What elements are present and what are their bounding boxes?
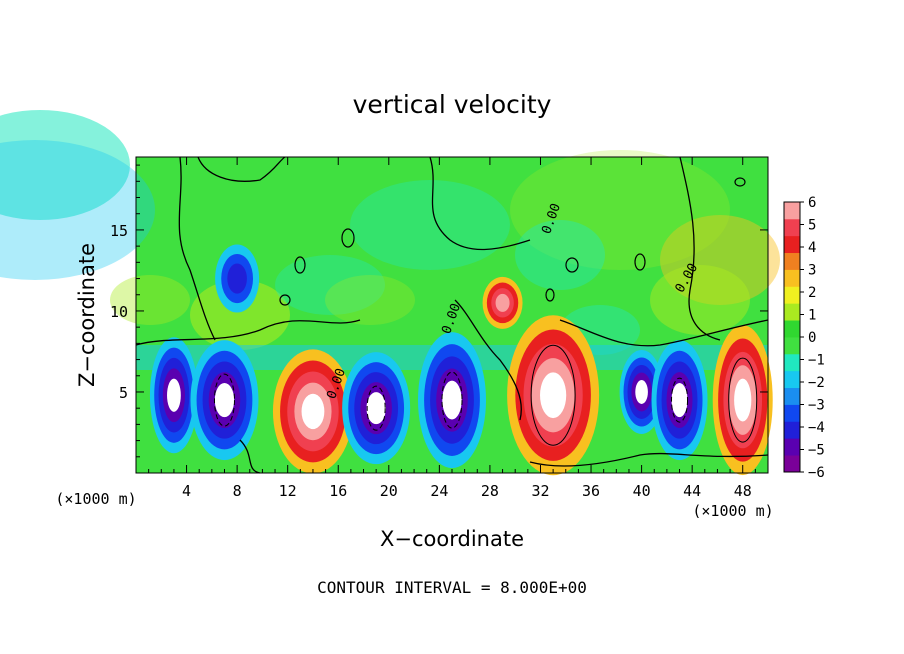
field-patch [110,275,190,325]
updraft-cell [734,378,752,422]
field-patch [275,255,385,315]
colorbar-swatch [784,438,800,456]
x-axis-ticks: 4 8 12 16 20 24 28 32 36 40 44 48 [148,157,756,500]
field-patch [650,265,750,335]
colorbar-swatch [784,218,800,237]
colorbar-tick-label: 6 [808,195,816,211]
colorbar-tick-label: 5 [808,218,816,234]
colorbar-tick-label: −2 [808,375,825,391]
contour-line [559,319,769,347]
contour-line [429,156,531,251]
colorbar-tick-label: −6 [808,465,825,481]
contour-line [454,299,522,421]
colorbar-swatch [784,286,800,304]
colorbar-swatch [784,370,800,389]
contour-line [197,156,286,182]
updraft-cell [495,293,510,312]
contour-loop [734,177,746,187]
colorbar-swatch [784,337,800,355]
contour-loop [341,228,355,248]
contour-loop [545,288,555,302]
x-tick-label: 48 [734,482,752,500]
x-unit-right: (×1000 m) [692,502,773,520]
contour-loop [565,257,579,273]
contour-interval-footer: CONTOUR INTERVAL = 8.000E+00 [317,578,587,597]
x-axis-label: X−coordinate [380,527,524,551]
x-tick-label: 24 [430,482,448,500]
contour-loop [279,294,291,306]
colorbar-swatch [784,404,800,422]
negative-contour [366,385,386,431]
colorbar-tick-label: −1 [808,353,825,369]
field-patch [515,220,605,290]
field-patch [350,180,510,270]
field-patch [0,140,155,280]
contour-line [178,156,216,341]
contour-line [529,452,769,467]
downdraft-cell [671,382,688,418]
colorbar-tick-label: 3 [808,263,816,279]
plot-area: 0.000.000.000.00 [0,110,780,476]
y-tick-label: 15 [110,222,128,240]
updraft-cell [540,372,567,419]
contour-line [239,439,261,474]
y-tick-label: 5 [119,384,128,402]
x-tick-label: 40 [633,482,651,500]
y-axis-label: Z−coordinate [75,243,99,387]
colorbar-swatch [784,269,800,287]
negative-contour [213,373,235,427]
colorbar-swatch [784,235,800,254]
y-axis-ticks: 5 10 15 [110,164,768,458]
colorbar-tick-label: 2 [808,285,816,301]
field-patch [190,280,290,350]
contour-line [135,319,361,346]
contour-loop [634,253,646,271]
colorbar-swatch [784,421,800,439]
x-unit-left: (×1000 m) [55,490,136,508]
positive-contour [530,344,576,446]
colorbar-swatch [784,320,800,338]
x-tick-label: 28 [481,482,499,500]
downdraft-cell [635,379,648,404]
colorbar-tick-label: 1 [808,308,816,324]
x-tick-label: 8 [233,482,242,500]
colorbar-tick-label: 4 [808,240,816,256]
field-patch [510,150,730,270]
downdraft-cell [366,392,386,425]
contour-lines [135,156,769,474]
x-tick-label: 32 [531,482,549,500]
colorbar-swatch [784,202,800,220]
chart-title: vertical velocity [353,90,552,119]
colorbar-swatch [784,353,800,372]
colorbar-swatch [784,455,800,473]
x-tick-label: 16 [329,482,347,500]
downdraft-cell [227,263,247,294]
y-tick-label: 10 [110,303,128,321]
colorbar: 6 5 4 3 2 1 0 −1 −2 −3 −4 −5 −6 [783,195,825,481]
downdraft-cell [214,382,235,418]
field-patch [0,110,130,220]
colorbar-tick-label: −3 [808,398,825,414]
negative-contour [441,371,463,429]
downdraft-cell [442,380,462,420]
colorbar-tick-label: 0 [808,330,816,346]
negative-contour [671,377,689,423]
colorbar-tick-label: −5 [808,443,825,459]
x-tick-label: 44 [683,482,701,500]
x-tick-label: 12 [279,482,297,500]
colorbar-swatch [784,303,800,321]
updraft-cell [301,393,325,430]
colorbar-swatch [784,387,800,405]
field-patch [325,275,415,325]
downdraft-cell [167,378,181,412]
x-tick-label: 36 [582,482,600,500]
colorbar-tick-label: −4 [808,420,825,436]
x-tick-label: 4 [182,482,191,500]
colorbar-swatch [784,252,800,270]
positive-contour [728,357,758,443]
contour-loop [294,256,306,274]
contour-line [679,156,721,341]
x-tick-label: 20 [380,482,398,500]
